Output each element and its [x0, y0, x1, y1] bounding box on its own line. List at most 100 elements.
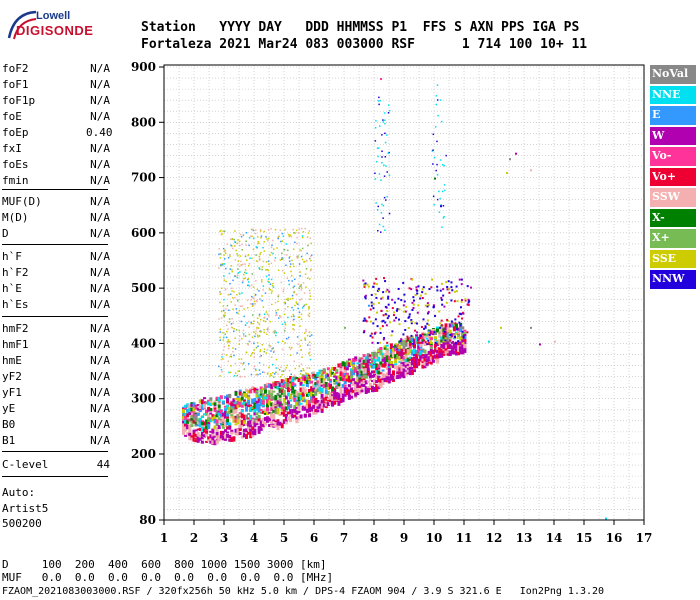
- echo-point: [250, 228, 253, 231]
- echo-point: [362, 319, 365, 322]
- echo-point: [237, 254, 239, 257]
- echo-point: [232, 347, 234, 349]
- echo-point: [331, 395, 335, 401]
- echo-point: [269, 320, 272, 323]
- echo-point: [368, 386, 372, 390]
- echo-point: [296, 302, 298, 305]
- echo-point: [450, 286, 453, 289]
- echo-point: [461, 331, 465, 336]
- echo-point: [320, 405, 324, 409]
- echo-point: [261, 420, 265, 425]
- echo-point: [429, 346, 433, 349]
- echo-point: [238, 389, 242, 392]
- echo-point: [257, 414, 261, 420]
- echo-point: [196, 412, 200, 416]
- echo-point: [389, 346, 393, 351]
- echo-point: [256, 373, 258, 376]
- echo-point: [305, 377, 309, 381]
- echo-point: [404, 358, 408, 362]
- echo-point: [219, 253, 222, 255]
- echo-point: [393, 319, 396, 322]
- echo-point: [221, 412, 225, 416]
- echo-point: [255, 412, 259, 416]
- echo-point: [423, 333, 427, 336]
- echo-point: [256, 260, 259, 263]
- echo-point: [244, 269, 247, 271]
- echo-point: [404, 371, 408, 376]
- echo-point: [270, 407, 274, 412]
- echo-point: [259, 394, 263, 398]
- echo-point: [250, 353, 253, 355]
- polarization-legend: NoVal NNE E W Vo- Vo+ SSW X- X+ SSE NNW: [650, 65, 696, 291]
- echo-point: [463, 349, 467, 353]
- echo-point: [301, 236, 304, 239]
- echo-point: [419, 336, 423, 340]
- x-tick-label: 14: [546, 531, 563, 545]
- echo-point: [234, 428, 238, 433]
- echo-point: [345, 372, 349, 377]
- echo-point: [228, 410, 232, 415]
- echo-point: [375, 374, 379, 379]
- echo-point: [458, 278, 461, 281]
- echo-point: [188, 412, 192, 416]
- echo-point: [281, 348, 284, 351]
- echo-point: [228, 402, 232, 405]
- echo-point: [272, 405, 276, 409]
- echo-point: [258, 259, 261, 261]
- echo-point: [309, 292, 311, 294]
- echo-point: [231, 317, 233, 320]
- echo-point: [273, 332, 276, 334]
- echo-point: [266, 328, 269, 330]
- echo-point: [215, 429, 219, 435]
- echo-point: [186, 432, 190, 436]
- echo-point: [299, 387, 303, 392]
- echo-point: [264, 292, 267, 294]
- echo-point: [266, 407, 269, 412]
- echo-point: [305, 404, 309, 409]
- echo-point: [269, 373, 272, 375]
- echo-point: [377, 370, 381, 375]
- echo-point: [310, 334, 313, 336]
- echo-point: [226, 415, 230, 419]
- echo-point: [186, 409, 190, 413]
- echo-point: [402, 374, 406, 379]
- echo-point: [381, 203, 383, 206]
- echo-point: [272, 363, 274, 366]
- echo-point: [457, 332, 461, 338]
- echo-point: [390, 334, 393, 337]
- echo-point: [275, 367, 277, 369]
- echo-point: [270, 413, 274, 419]
- echo-point: [262, 320, 265, 322]
- echo-point: [461, 343, 465, 348]
- echo-point: [423, 334, 427, 339]
- echo-point: [248, 285, 251, 288]
- echo-point: [234, 415, 238, 420]
- echo-point: [259, 356, 261, 358]
- echo-point: [260, 236, 262, 239]
- echo-point: [236, 419, 240, 425]
- echo-point: [257, 400, 261, 403]
- echo-point: [446, 351, 450, 354]
- echo-point: [265, 275, 268, 278]
- echo-points: [182, 78, 607, 520]
- echo-point: [316, 383, 320, 387]
- echo-point: [254, 232, 257, 235]
- echo-point: [256, 236, 259, 238]
- echo-point: [240, 413, 244, 419]
- echo-point: [397, 318, 400, 321]
- echo-point: [448, 344, 452, 349]
- echo-point: [207, 421, 211, 426]
- echo-point: [329, 369, 332, 374]
- echo-point: [364, 358, 368, 364]
- echo-point: [258, 315, 261, 317]
- echo-point: [268, 344, 271, 347]
- echo-point: [284, 228, 286, 231]
- echo-point: [205, 410, 209, 414]
- echo-point: [343, 366, 347, 370]
- legend-item: NoVal: [650, 65, 696, 84]
- echo-point: [446, 331, 450, 334]
- echo-point: [384, 313, 387, 316]
- echo-point: [227, 360, 230, 363]
- echo-point: [219, 230, 221, 233]
- echo-point: [371, 357, 374, 363]
